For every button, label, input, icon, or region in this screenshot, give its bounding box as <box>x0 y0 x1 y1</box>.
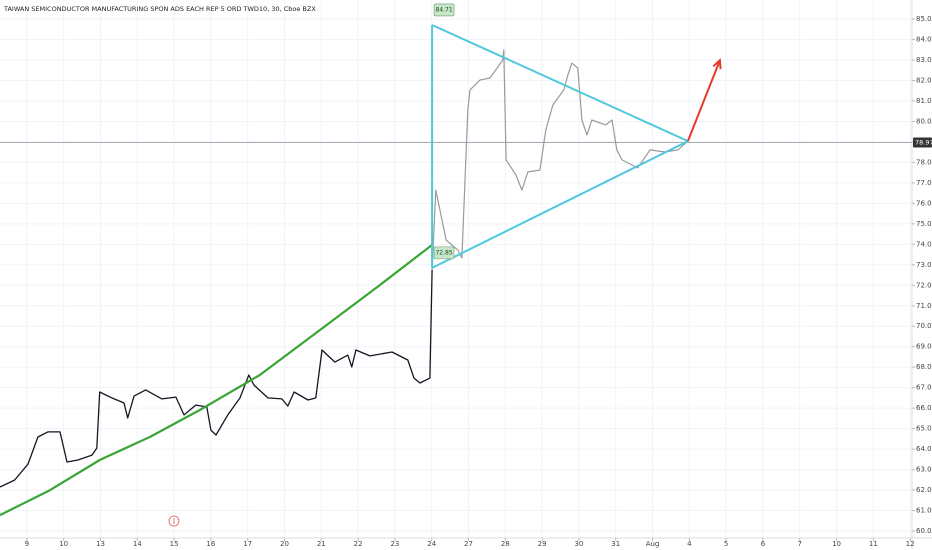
arrow-head <box>712 58 722 70</box>
x-tick-label: 6 <box>761 540 766 548</box>
x-tick-label: 20 <box>280 540 289 548</box>
y-tick-label: 83.00 <box>916 56 932 64</box>
x-tick-label: 10 <box>59 540 68 548</box>
y-tick-label: 68.00 <box>916 363 932 371</box>
price-label: 84.71 <box>435 6 452 13</box>
x-tick-label: 9 <box>25 540 29 548</box>
x-tick-label: 10 <box>832 540 841 548</box>
series-line <box>431 49 689 270</box>
x-tick-label: 29 <box>538 540 547 548</box>
x-tick-label: 7 <box>798 540 802 548</box>
y-tick-label: 65.00 <box>916 425 932 433</box>
y-tick-label: 67.00 <box>916 384 932 392</box>
x-tick-label: 23 <box>390 540 399 548</box>
x-tick-label: 14 <box>133 540 142 548</box>
series-line <box>431 24 689 143</box>
series-line <box>0 244 433 517</box>
y-tick-label: 66.00 <box>916 404 932 412</box>
y-tick-label: 70.00 <box>916 322 932 330</box>
price-label-box <box>433 246 455 260</box>
x-tick-label: 16 <box>206 540 215 548</box>
x-tick-label: 17 <box>243 540 252 548</box>
y-tick-label: 74.00 <box>916 240 932 248</box>
y-tick-label: 82.00 <box>916 76 932 84</box>
y-tick-label: 77.00 <box>916 179 932 187</box>
x-tick-label: 12 <box>906 540 915 548</box>
x-tick-label: 27 <box>464 540 473 548</box>
x-tick-label: 24 <box>427 540 436 548</box>
x-tick-label: 13 <box>96 540 105 548</box>
y-tick-label: 75.00 <box>916 220 932 228</box>
x-tick-label: Aug <box>646 540 660 548</box>
y-tick-label: 64.00 <box>916 445 932 453</box>
x-tick-label: 28 <box>501 540 510 548</box>
price-label: 72.85 <box>435 249 452 256</box>
series-line <box>686 59 721 142</box>
y-tick-label: 78.00 <box>916 158 932 166</box>
last-price-tag <box>913 137 932 148</box>
y-tick-label: 73.00 <box>916 261 932 269</box>
x-tick-label: 31 <box>611 540 620 548</box>
y-tick-label: 76.00 <box>916 199 932 207</box>
x-tick-label: 30 <box>574 540 583 548</box>
y-tick-label: 69.00 <box>916 343 932 351</box>
x-tick-label: 15 <box>170 540 179 548</box>
y-tick-label: 61.00 <box>916 507 932 515</box>
series-line <box>431 140 689 269</box>
y-tick-label: 84.00 <box>916 36 932 44</box>
chart-title: TAIWAN SEMICONDUCTOR MANUFACTURING SPON … <box>3 5 316 13</box>
x-tick-label: 22 <box>354 540 363 548</box>
price-label-box <box>433 3 455 17</box>
x-tick-label: 4 <box>687 540 692 548</box>
y-tick-label: 72.00 <box>916 281 932 289</box>
y-tick-label: 71.00 <box>916 302 932 310</box>
y-tick-label: 85.00 <box>916 15 932 23</box>
y-tick-label: 62.00 <box>916 486 932 494</box>
y-tick-label: 60.00 <box>916 527 932 535</box>
y-tick-label: 80.00 <box>916 117 932 125</box>
x-tick-label: 11 <box>869 540 878 548</box>
x-tick-label: 21 <box>317 540 326 548</box>
series-line <box>0 269 433 488</box>
x-tick-label: 5 <box>724 540 728 548</box>
y-tick-label: 63.00 <box>916 466 932 474</box>
last-price-label: 78.97 <box>915 139 932 147</box>
y-tick-label: 81.00 <box>916 97 932 105</box>
